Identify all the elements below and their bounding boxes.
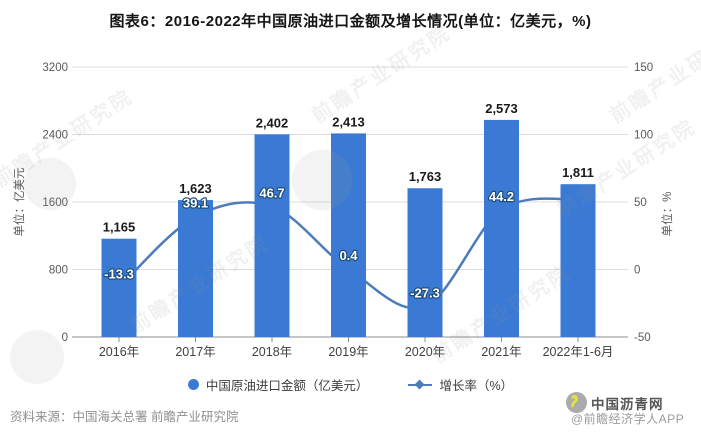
bar-2017年 <box>178 200 213 337</box>
line-value-label-2016年: -13.3 <box>104 266 134 281</box>
right-axis-tick-label-150: 150 <box>634 62 653 74</box>
data-source-text: 资料来源：中国海关总署 前瞻产业研究院 <box>10 410 239 424</box>
right-axis-tick-label-100: 100 <box>634 130 653 142</box>
line-value-label-2017年: 39.1 <box>183 196 208 211</box>
bar-value-label-2019年: 2,413 <box>332 114 365 129</box>
bar-value-label-2021年: 2,573 <box>485 101 518 116</box>
line-series-marker-icon <box>408 379 433 390</box>
brand-block: 中国沥青网 @前瞻经济学人APP <box>565 391 697 427</box>
right-axis-tick-label-50: 50 <box>634 197 647 209</box>
left-axis-tick-label-3200: 3200 <box>42 62 68 74</box>
legend-label-growth-rate: 增长率（%） <box>439 379 514 393</box>
bar-2016年 <box>101 238 137 337</box>
left-axis-tick-label-800: 800 <box>49 265 68 277</box>
line-value-label-2020年: -27.3 <box>410 285 440 300</box>
line-value-label-2019年: 0.4 <box>339 248 358 263</box>
right-axis-tick-label--50: -50 <box>634 332 651 344</box>
x-axis-label-2017年: 2017年 <box>175 345 215 359</box>
bar-2019年 <box>331 133 366 337</box>
line-value-label-2021年: 44.2 <box>489 189 514 204</box>
legend-item-import-amount[interactable]: 中国原油进口金额（亿美元） <box>187 375 369 394</box>
x-axis-label-2021年: 2021年 <box>481 345 521 359</box>
bar-2021年 <box>484 119 519 337</box>
legend-label-import-amount: 中国原油进口金额（亿美元） <box>205 379 369 393</box>
bar-value-label-2022年1-6月: 1,811 <box>562 165 594 180</box>
bar-value-label-2020年: 1,763 <box>409 169 442 184</box>
asphalt-site-logo-icon <box>565 391 588 414</box>
line-value-label-2018年: 46.7 <box>259 185 284 200</box>
x-axis-label-2019年: 2019年 <box>328 345 368 359</box>
x-axis-label-2016年: 2016年 <box>99 345 139 359</box>
chart-title: 图表6：2016-2022年中国原油进口金额及增长情况(单位：亿美元，%) <box>109 13 592 30</box>
bar-value-label-2016年: 1,165 <box>103 220 136 235</box>
x-axis-label-2020年: 2020年 <box>405 345 445 359</box>
bar-2022年1-6月 <box>560 184 596 337</box>
left-axis-title: 单位：亿美元 <box>14 167 26 237</box>
brand-credit: @前瞻经济学人APP <box>571 412 685 426</box>
chart-legend: 中国原油进口金额（亿美元） 增长率（%） <box>0 375 701 394</box>
bar-2018年 <box>254 134 290 337</box>
bar-value-label-2018年: 2,402 <box>256 115 289 130</box>
left-axis-tick-label-0: 0 <box>62 332 68 344</box>
legend-item-growth-rate[interactable]: 增长率（%） <box>408 375 513 394</box>
brand-site-name: 中国沥青网 <box>591 396 664 412</box>
right-axis-title: 单位：% <box>662 191 674 237</box>
bar-series-marker-icon <box>187 379 199 390</box>
bar-2020年 <box>407 188 443 337</box>
bar-value-label-2017年: 1,623 <box>179 181 212 196</box>
right-axis-tick-label-0: 0 <box>634 265 640 277</box>
left-axis-tick-label-1600: 1600 <box>42 197 68 209</box>
x-axis-label-2022年1-6月: 2022年1-6月 <box>543 345 614 359</box>
left-axis-tick-label-2400: 2400 <box>42 130 68 142</box>
x-axis-label-2018年: 2018年 <box>252 345 292 359</box>
